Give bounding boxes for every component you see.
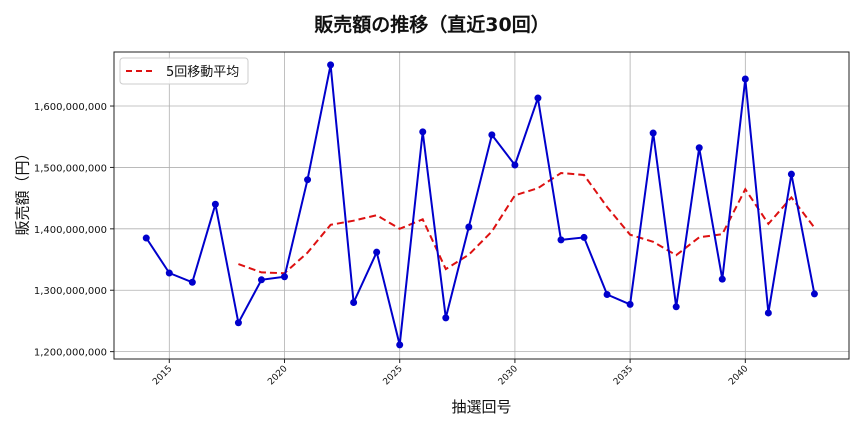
- x-tick-label: 2030: [497, 364, 520, 387]
- data-point-marker: [718, 275, 726, 283]
- data-point-marker: [142, 234, 150, 242]
- x-tick-label: 2015: [151, 364, 174, 387]
- y-tick-label: 1,600,000,000: [34, 102, 107, 113]
- x-tick-label: 2040: [727, 364, 750, 387]
- data-point-marker: [327, 61, 335, 69]
- x-tick-label: 2025: [382, 364, 405, 387]
- data-point-marker: [626, 300, 634, 308]
- data-point-marker: [304, 176, 312, 184]
- y-tick-label: 1,300,000,000: [34, 286, 107, 297]
- x-axis-label: 抽選回号: [451, 398, 512, 416]
- data-point-marker: [442, 314, 450, 322]
- y-tick-label: 1,200,000,000: [34, 348, 107, 359]
- grid-lines: [114, 52, 849, 359]
- x-tick-label: 2020: [266, 364, 289, 387]
- sales-series: [142, 61, 818, 349]
- data-point-marker: [580, 233, 588, 241]
- data-point-marker: [257, 276, 265, 284]
- x-axis-ticks: 2015 2020 2025 2030 2035 2040: [151, 359, 751, 387]
- chart-title: 販売額の推移（直近30回）: [314, 14, 550, 36]
- data-point-marker: [465, 223, 473, 231]
- legend-label-moving-average: 5回移動平均: [166, 65, 239, 80]
- data-point-marker: [787, 170, 795, 178]
- x-tick-label: 2035: [612, 364, 635, 387]
- y-axis-ticks: 1,200,000,000 1,300,000,000 1,400,000,000 1…: [34, 102, 114, 359]
- data-point-marker: [373, 248, 381, 256]
- y-tick-label: 1,400,000,000: [34, 225, 107, 236]
- plot-frame: [113, 51, 850, 360]
- legend: 5回移動平均: [119, 57, 249, 85]
- data-point-marker: [764, 309, 772, 317]
- data-point-marker: [695, 144, 703, 152]
- data-point-marker: [396, 341, 404, 349]
- data-point-marker: [211, 200, 219, 208]
- data-point-marker: [810, 290, 818, 298]
- moving-average-series: [238, 171, 816, 275]
- data-point-marker: [419, 128, 427, 136]
- data-point-marker: [603, 291, 611, 299]
- data-point-marker: [350, 299, 358, 307]
- data-point-marker: [649, 129, 657, 137]
- data-point-marker: [281, 273, 289, 281]
- y-tick-label: 1,500,000,000: [34, 163, 107, 174]
- data-point-marker: [511, 161, 519, 169]
- data-point-marker: [188, 278, 196, 286]
- data-point-marker: [234, 319, 242, 327]
- data-point-marker: [488, 131, 496, 139]
- data-point-marker: [741, 75, 749, 83]
- data-point-marker: [165, 269, 173, 277]
- data-point-marker: [557, 236, 565, 244]
- data-point-marker: [672, 303, 680, 311]
- data-point-marker: [534, 94, 542, 102]
